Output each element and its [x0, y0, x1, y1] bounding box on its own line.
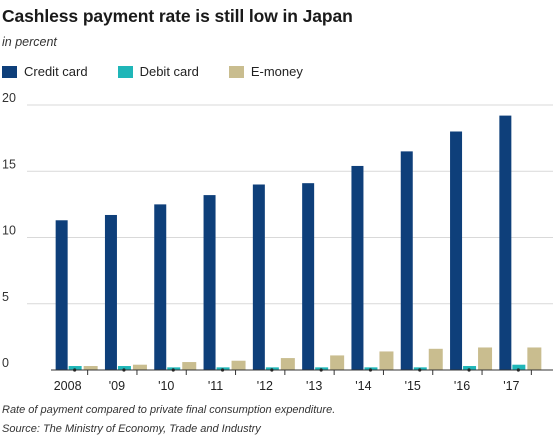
legend-label-credit-card: Credit card — [24, 64, 88, 79]
chart-title: Cashless payment rate is still low in Ja… — [2, 6, 353, 26]
bar-e-money — [379, 351, 394, 370]
bar-credit-card — [450, 131, 463, 370]
bar-credit-card — [154, 204, 167, 370]
bar-credit-card — [302, 183, 315, 370]
bar-debit-card — [512, 364, 526, 370]
bar-e-money — [527, 347, 542, 370]
legend-swatch-e-money — [228, 65, 244, 78]
bar-e-money — [83, 366, 98, 370]
x-tick-label: '10 — [158, 379, 174, 393]
x-tick-label: '13 — [306, 379, 322, 393]
x-tick-label: '12 — [257, 379, 273, 393]
x-tick-label: 2008 — [54, 379, 82, 393]
bar-e-money — [330, 355, 345, 370]
legend-label-e-money: E-money — [250, 64, 303, 79]
x-tick-label: '09 — [109, 379, 125, 393]
bar-debit-card — [68, 366, 82, 370]
bar-debit-card — [117, 366, 131, 370]
axes: 0 5 10 15 20 2008 '09 '10 '11 '12 '13 '14 '15 '16 '17 — [2, 91, 553, 393]
legend-label-debit-card: Debit card — [139, 64, 199, 79]
bar-e-money — [428, 348, 443, 370]
bars — [55, 115, 542, 370]
y-tick-label: 15 — [2, 157, 16, 171]
bar-e-money — [132, 364, 147, 370]
y-tick-label: 10 — [2, 224, 16, 238]
bar-credit-card — [499, 115, 512, 370]
bar-debit-card — [463, 366, 477, 370]
bar-credit-card — [55, 220, 68, 370]
legend-swatch-credit-card — [2, 65, 17, 78]
bar-credit-card — [104, 214, 117, 370]
x-tick-label: '17 — [503, 379, 519, 393]
legend-item-credit-card: Credit card — [2, 64, 88, 79]
bar-e-money — [231, 360, 246, 370]
bar-credit-card — [203, 195, 216, 370]
x-tick-label: '15 — [405, 379, 421, 393]
x-tick-label: '14 — [355, 379, 371, 393]
y-tick-label: 0 — [2, 356, 9, 370]
footnote: Rate of payment compared to private fina… — [2, 404, 336, 416]
bar-credit-card — [252, 184, 265, 370]
x-tick-label: '11 — [208, 379, 223, 393]
bar-credit-card — [400, 151, 413, 370]
x-tick-label: '16 — [454, 379, 470, 393]
bar-e-money — [478, 347, 493, 370]
legend-item-debit-card: Debit card — [117, 64, 199, 79]
bar-credit-card — [351, 165, 364, 370]
chart-subtitle: in percent — [2, 35, 57, 49]
y-tick-label: 20 — [2, 91, 16, 105]
chart-legend: Credit card Debit card E-money — [2, 64, 333, 79]
bar-e-money — [182, 362, 197, 370]
y-tick-label: 5 — [2, 290, 9, 304]
source-note: Source: The Ministry of Economy, Trade a… — [2, 423, 261, 435]
bar-e-money — [280, 358, 295, 370]
legend-swatch-debit-card — [117, 65, 133, 78]
legend-item-e-money: E-money — [228, 64, 303, 79]
